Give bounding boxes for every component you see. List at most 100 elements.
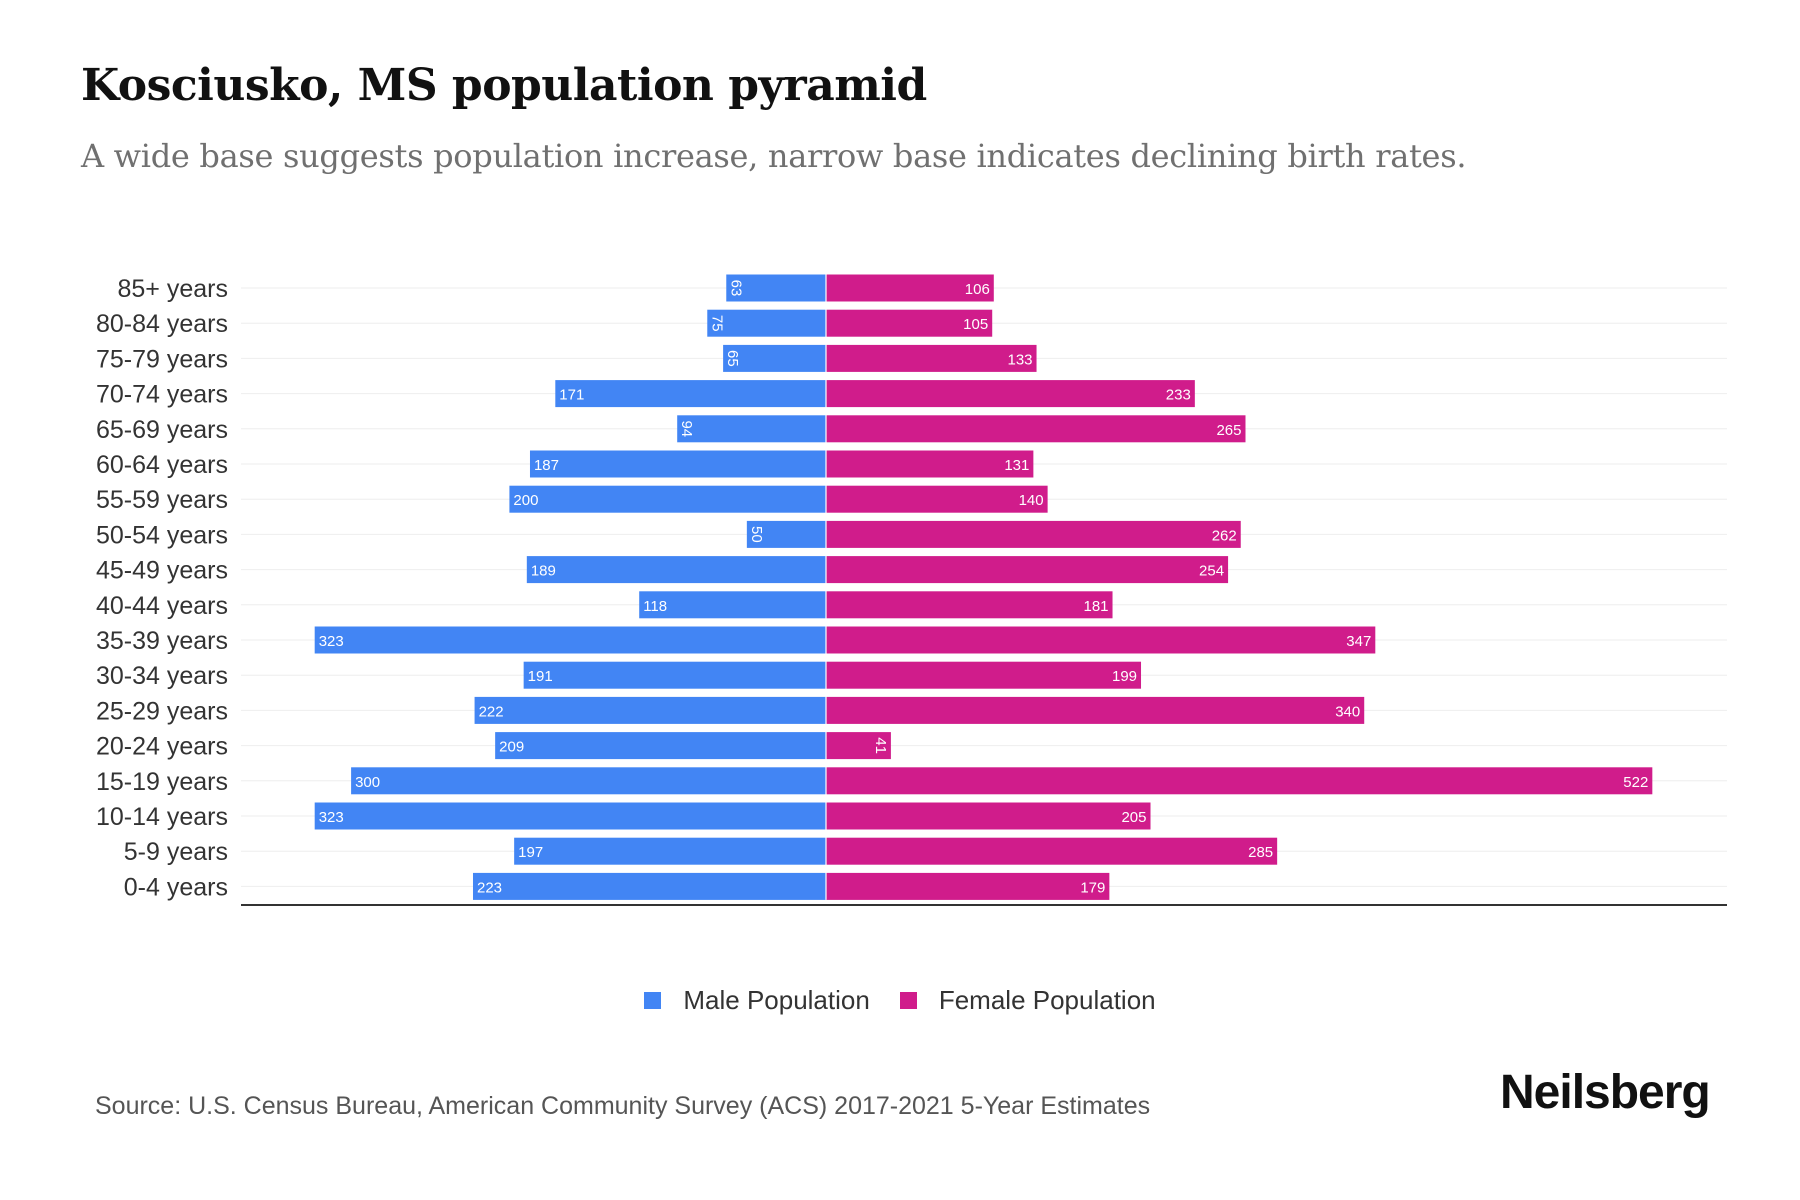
category-label: 25-29 years	[96, 697, 228, 725]
female-bar	[826, 696, 1365, 724]
male-bar	[514, 837, 826, 865]
category-label: 70-74 years	[96, 381, 228, 409]
male-value-label: 323	[319, 809, 344, 826]
category-label: 60-64 years	[96, 451, 228, 479]
category-label: 40-44 years	[96, 592, 228, 620]
male-value-label: 94	[678, 420, 695, 437]
chart-title: Kosciusko, MS population pyramid	[81, 60, 927, 111]
category-label: 75-79 years	[96, 345, 228, 373]
female-bar	[826, 450, 1034, 478]
male-value-label: 75	[708, 315, 725, 332]
male-bar	[351, 767, 826, 795]
female-value-label: 347	[1346, 633, 1371, 650]
female-value-label: 233	[1166, 387, 1191, 404]
male-bar	[677, 415, 826, 443]
female-value-label: 522	[1623, 774, 1648, 791]
category-label: 5-9 years	[124, 838, 228, 866]
category-label: 35-39 years	[96, 627, 228, 655]
category-label: 20-24 years	[96, 733, 228, 761]
female-bar	[826, 591, 1113, 619]
female-value-label: 205	[1121, 809, 1146, 826]
female-bar	[826, 520, 1241, 548]
female-value-label: 140	[1019, 492, 1044, 509]
female-value-label: 131	[1004, 457, 1029, 474]
female-bar	[826, 732, 891, 760]
male-bar	[555, 380, 826, 408]
female-value-label: 105	[963, 316, 988, 333]
male-value-label: 171	[559, 387, 584, 404]
male-value-label: 63	[727, 280, 744, 297]
legend-label-male: Male Population	[683, 985, 870, 1015]
female-bar	[826, 274, 994, 302]
female-bar	[826, 626, 1376, 654]
male-bar	[314, 626, 826, 654]
female-value-label: 179	[1080, 879, 1105, 896]
male-value-label: 300	[355, 774, 380, 791]
female-value-label: 106	[965, 281, 990, 298]
male-swatch-icon	[644, 992, 662, 1009]
male-value-label: 191	[528, 668, 553, 685]
female-value-label: 199	[1112, 668, 1137, 685]
female-bar	[826, 872, 1110, 900]
legend-label-female: Female Population	[938, 985, 1156, 1015]
pyramid-chart: 85+ years 63 106 80-84 years 75 105 75-79 year…	[96, 274, 1727, 906]
female-bar	[826, 802, 1151, 830]
female-bar	[826, 415, 1246, 443]
category-label: 80-84 years	[96, 310, 228, 338]
male-bar	[723, 344, 826, 372]
male-bar	[474, 696, 826, 724]
male-value-label: 209	[499, 739, 524, 756]
female-value-label: 262	[1212, 527, 1237, 544]
category-label: 15-19 years	[96, 768, 228, 796]
male-value-label: 197	[518, 844, 543, 861]
male-bar	[529, 450, 826, 478]
female-value-label: 181	[1083, 598, 1108, 615]
female-bar	[826, 309, 993, 337]
male-bar	[746, 520, 826, 548]
legend: Male Population Female Population	[0, 985, 1800, 1016]
female-bar	[826, 556, 1229, 584]
male-bar	[314, 802, 826, 830]
female-value-label: 340	[1335, 703, 1360, 720]
female-value-label: 254	[1199, 563, 1224, 580]
category-label: 55-59 years	[96, 486, 228, 514]
category-label: 65-69 years	[96, 416, 228, 444]
category-label: 0-4 years	[124, 873, 228, 901]
female-bar	[826, 767, 1653, 795]
female-bar	[826, 485, 1048, 513]
category-label: 85+ years	[118, 275, 229, 303]
male-bar	[472, 872, 826, 900]
male-bar	[526, 556, 826, 584]
female-swatch-icon	[899, 992, 917, 1009]
neilsberg-logo: Neilsberg	[1500, 1066, 1711, 1119]
male-value-label: 50	[748, 526, 765, 543]
category-label: 10-14 years	[96, 803, 228, 831]
male-bar	[726, 274, 826, 302]
male-value-label: 323	[319, 633, 344, 650]
female-bar	[826, 837, 1278, 865]
legend-item-female[interactable]: Female Population	[899, 985, 1156, 1016]
source-note: Source: U.S. Census Bureau, American Com…	[95, 1092, 1151, 1120]
male-bar	[707, 309, 826, 337]
male-value-label: 223	[477, 879, 502, 896]
male-value-label: 200	[513, 492, 538, 509]
female-bar	[826, 344, 1037, 372]
male-bar	[495, 732, 826, 760]
female-bar	[826, 380, 1195, 408]
female-value-label: 133	[1008, 351, 1033, 368]
female-bar	[826, 661, 1142, 689]
male-bar	[509, 485, 826, 513]
male-value-label: 189	[531, 563, 556, 580]
category-label: 45-49 years	[96, 557, 228, 585]
category-label: 30-34 years	[96, 662, 228, 690]
male-value-label: 118	[643, 598, 667, 615]
chart-subtitle: A wide base suggests population increase…	[81, 137, 1467, 175]
female-value-label: 285	[1248, 844, 1273, 861]
female-value-label: 265	[1216, 422, 1241, 439]
male-bar	[523, 661, 826, 689]
male-value-label: 65	[724, 350, 741, 367]
male-value-label: 222	[479, 703, 504, 720]
female-value-label: 41	[872, 737, 889, 754]
legend-item-male[interactable]: Male Population	[644, 985, 870, 1016]
male-value-label: 187	[534, 457, 559, 474]
